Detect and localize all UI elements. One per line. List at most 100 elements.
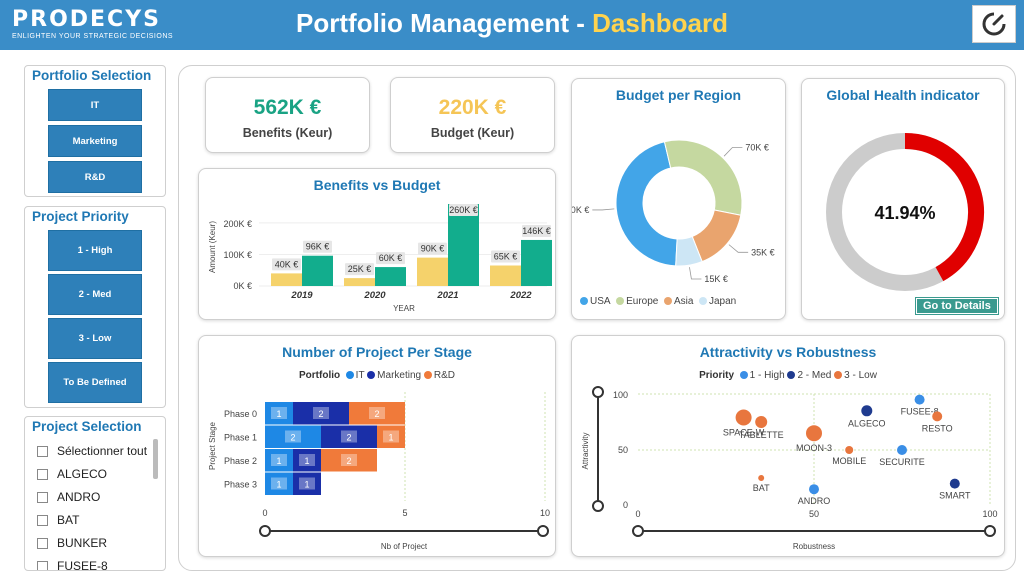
x-axis-label: Nb of Project bbox=[381, 542, 428, 551]
legend-swatch bbox=[739, 371, 748, 379]
project-option-label: BUNKER bbox=[57, 536, 108, 550]
bar-segment bbox=[293, 449, 321, 472]
priority-button-med[interactable]: 2 - Med bbox=[48, 274, 142, 315]
logo-text: PRODECYS bbox=[12, 7, 161, 32]
leader-line bbox=[728, 244, 749, 253]
data-label: 90K € bbox=[418, 242, 447, 255]
data-label-text: 60K € bbox=[379, 253, 403, 263]
legend-title: Portfolio bbox=[299, 370, 341, 381]
legend-item-europe: Europe bbox=[616, 296, 658, 307]
data-label-text: 260K € bbox=[449, 205, 478, 215]
project-per-stage-chart: Project Stage 0 5 10 Nb of Project Phase… bbox=[208, 392, 550, 551]
data-label-bg bbox=[272, 258, 301, 271]
y-axis-label: Amount (Keur) bbox=[208, 221, 217, 273]
y-tick-label: 0 bbox=[623, 500, 628, 510]
y-tick-label: Phase 0 bbox=[224, 409, 257, 419]
kpi-card-budget: 220K € Budget (Keur) bbox=[390, 77, 555, 153]
point-space-w bbox=[735, 409, 752, 426]
checkbox[interactable] bbox=[37, 560, 48, 570]
bar-segment bbox=[377, 425, 405, 448]
checkbox[interactable] bbox=[37, 468, 48, 480]
kpi-budget-value: 220K € bbox=[438, 96, 507, 119]
x-range-slider-handle-min[interactable] bbox=[632, 525, 644, 537]
x-range-slider-handle-max[interactable] bbox=[984, 525, 996, 537]
project-option-fusee-8[interactable]: FUSEE-8 bbox=[37, 556, 108, 570]
point-label: SPACE-W bbox=[723, 428, 765, 438]
gauge-value: 41.94% bbox=[874, 203, 935, 223]
y-tick-label: Phase 3 bbox=[224, 479, 257, 489]
budget-per-region-title: Budget per Region bbox=[615, 87, 742, 103]
x-range-slider-handle-max[interactable] bbox=[537, 525, 549, 537]
point-label: SECURITE bbox=[879, 457, 925, 467]
point-label: RESTO bbox=[922, 423, 953, 433]
y-axis-label: Attractivity bbox=[581, 433, 590, 470]
legend-item-marketing: Marketing bbox=[367, 370, 421, 381]
legend-item-high: 1 - High bbox=[739, 370, 785, 381]
checkbox[interactable] bbox=[37, 537, 48, 549]
y-tick-label: 100 bbox=[613, 390, 628, 400]
y-range-slider-handle-max[interactable] bbox=[592, 386, 604, 398]
x-tick-label: 0 bbox=[262, 508, 267, 518]
page-title: Portfolio Management - Dashboard bbox=[0, 8, 1024, 39]
checkbox[interactable] bbox=[37, 514, 48, 526]
project-option-bunker[interactable]: BUNKER bbox=[37, 533, 107, 553]
data-label: 65K € bbox=[491, 250, 520, 263]
x-tick-label: 2020 bbox=[363, 290, 386, 301]
priority-button-high[interactable]: 1 - High bbox=[48, 230, 142, 271]
bar-segment bbox=[265, 472, 293, 495]
benefits-vs-budget-chart: Amount (Keur) 200K € 100K € 0K € YEAR 40… bbox=[208, 204, 552, 313]
data-label-bg bbox=[369, 407, 385, 419]
data-label-bg bbox=[271, 477, 287, 490]
portfolio-button-it[interactable]: IT bbox=[48, 89, 142, 121]
leader-line bbox=[689, 267, 702, 280]
project-option-select-all[interactable]: Sélectionner tout bbox=[37, 441, 147, 461]
project-option-bat[interactable]: BAT bbox=[37, 510, 79, 530]
x-tick-label: 2019 bbox=[290, 290, 313, 301]
navigation-button[interactable] bbox=[972, 5, 1016, 43]
project-selection-title: Project Selection bbox=[32, 419, 142, 434]
slice-europe bbox=[663, 139, 743, 216]
priority-button-tbd[interactable]: To Be Defined bbox=[48, 362, 142, 403]
data-label-bg bbox=[341, 454, 357, 466]
legend-swatch bbox=[616, 297, 625, 305]
y-tick-label: 0K € bbox=[233, 281, 252, 291]
bar-benefits bbox=[521, 239, 552, 286]
point-moon-3 bbox=[806, 425, 822, 442]
bar-segment bbox=[293, 402, 349, 425]
project-option-algeco[interactable]: ALGECO bbox=[37, 464, 107, 484]
leader-line bbox=[592, 208, 615, 211]
x-tick-label: 50 bbox=[809, 509, 819, 519]
data-label: 1 bbox=[276, 480, 281, 490]
x-range-slider-handle-min[interactable] bbox=[259, 525, 271, 537]
bar-segment bbox=[349, 402, 405, 425]
legend-label: Europe bbox=[626, 296, 659, 307]
priority-button-low[interactable]: 3 - Low bbox=[48, 318, 142, 359]
go-to-details-button[interactable]: Go to Details bbox=[915, 297, 999, 315]
point-securite bbox=[897, 445, 907, 455]
point-label: ALGECO bbox=[848, 418, 886, 428]
checkbox[interactable] bbox=[37, 445, 48, 457]
data-label-text: 90K € bbox=[421, 244, 445, 254]
point-andro bbox=[809, 484, 819, 495]
portfolio-button-rd[interactable]: R&D bbox=[48, 161, 142, 193]
legend-item-med: 2 - Med bbox=[787, 370, 831, 381]
bar-budget bbox=[490, 265, 521, 286]
kpi-card-benefits: 562K € Benefits (Keur) bbox=[205, 77, 370, 153]
data-label-bg bbox=[271, 454, 287, 466]
data-label: 2 bbox=[346, 456, 351, 466]
scrollbar-thumb[interactable] bbox=[153, 439, 158, 479]
y-range-slider-handle-min[interactable] bbox=[592, 500, 604, 512]
project-option-label: BAT bbox=[57, 513, 80, 527]
project-option-andro[interactable]: ANDRO bbox=[37, 487, 100, 507]
y-axis-label: Project Stage bbox=[208, 421, 217, 470]
data-label: 1 bbox=[388, 433, 393, 443]
slice-label: 70K € bbox=[745, 143, 769, 153]
slice-japan bbox=[675, 235, 703, 267]
logo-tagline: ENLIGHTEN YOUR STRATEGIC DECISIONS bbox=[12, 33, 174, 40]
page-title-accent: Dashboard bbox=[592, 8, 728, 38]
portfolio-selection-title: Portfolio Selection bbox=[32, 68, 152, 83]
portfolio-button-marketing[interactable]: Marketing bbox=[48, 125, 142, 157]
data-label-bg bbox=[341, 430, 357, 443]
bar-benefits bbox=[375, 267, 406, 286]
checkbox[interactable] bbox=[37, 491, 48, 503]
